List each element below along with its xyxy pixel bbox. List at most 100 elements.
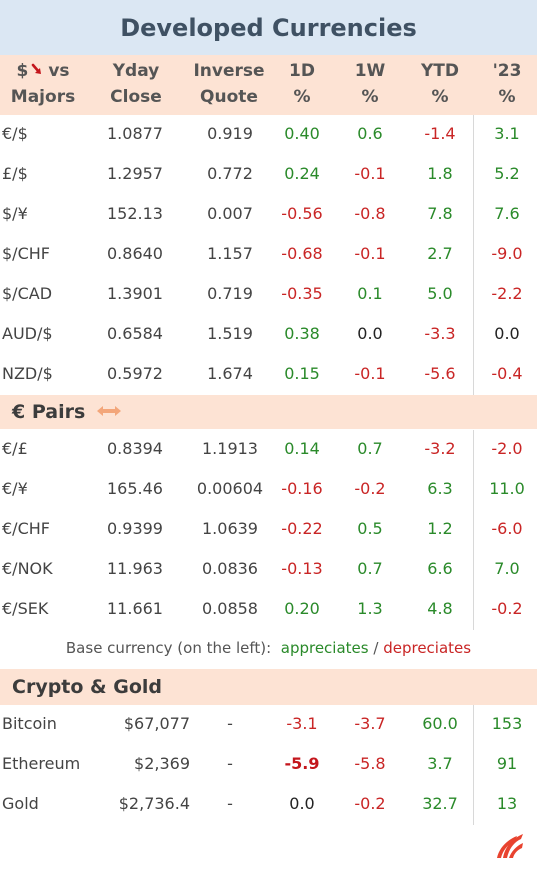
down-arrow-icon (32, 63, 42, 74)
page-title: Developed Currencies (120, 13, 417, 42)
cell-1w: -0.1 (354, 364, 386, 383)
row-label: €/CHF (2, 519, 50, 538)
cell-close: 152.13 (107, 204, 163, 223)
cell-23: 7.6 (494, 204, 520, 223)
cell-23: -6.0 (491, 519, 523, 538)
cell-inverse: 0.772 (207, 164, 253, 183)
cell-ytd: 5.0 (427, 284, 453, 303)
legend-appreciates: appreciates (280, 639, 369, 657)
cell-1w: 1.3 (357, 599, 383, 618)
cell-ytd: 32.7 (422, 794, 458, 813)
euro-pairs-header (0, 395, 537, 429)
cell-1w: -3.7 (354, 714, 386, 733)
cell-1d: 0.40 (284, 124, 320, 143)
cell-1d: 0.38 (284, 324, 320, 343)
cell-close: 1.0877 (107, 124, 163, 143)
cell-1d: 0.24 (284, 164, 320, 183)
row-label: £/$ (2, 164, 28, 183)
header-yday-close: Yday Close (110, 61, 162, 107)
cell-ytd: -3.2 (424, 439, 456, 458)
cell-1d: 0.15 (284, 364, 320, 383)
row-label: Bitcoin (2, 714, 57, 733)
cell-1d: -0.13 (281, 559, 323, 578)
cell-close: 0.8640 (107, 244, 163, 263)
row-label: €/SEK (2, 599, 49, 618)
cell-ytd: 1.2 (427, 519, 453, 538)
cell-1d: -0.16 (281, 479, 323, 498)
row-label: $/CAD (2, 284, 53, 303)
cell-ytd: -1.4 (424, 124, 456, 143)
cell-23: 3.1 (494, 124, 520, 143)
header-ytd: YTD% (420, 61, 460, 107)
cell-ytd: 60.0 (422, 714, 458, 733)
title-bar: Developed Currencies (0, 0, 537, 55)
cell-ytd: 1.8 (427, 164, 453, 183)
cell-23: 13 (496, 794, 518, 813)
cell-23: -0.4 (491, 364, 523, 383)
cell-inverse: 1.157 (207, 244, 253, 263)
row-label: €/£ (2, 439, 28, 458)
cell-inverse: 1.519 (207, 324, 253, 343)
cell-close: 11.963 (107, 559, 163, 578)
cell-inverse: 0.007 (207, 204, 253, 223)
cell-1w: 0.6 (357, 124, 383, 143)
row-label: €/NOK (2, 559, 53, 578)
cell-1d: 0.14 (284, 439, 320, 458)
cell-23: 5.2 (494, 164, 520, 183)
row-label: AUD/$ (2, 324, 53, 343)
cell-1d: -5.9 (284, 754, 320, 773)
header-inverse-quote: Inverse Quote (193, 61, 265, 107)
cell-1w: 0.5 (357, 519, 383, 538)
cell-23: 7.0 (494, 559, 520, 578)
cell-23: 0.0 (494, 324, 520, 343)
cell-1w: -0.2 (354, 794, 386, 813)
cell-1d: -0.68 (281, 244, 323, 263)
header-1w: 1W% (354, 61, 386, 107)
cell-1w: 0.7 (357, 559, 383, 578)
row-label: NZD/$ (2, 364, 53, 383)
cell-1d: -0.56 (281, 204, 323, 223)
cell-inverse: 0.00604 (196, 479, 264, 498)
cell-23: -0.2 (491, 599, 523, 618)
crypto-gold-header (0, 669, 537, 705)
cell-ytd: 6.3 (427, 479, 453, 498)
cell-close: 1.3901 (107, 284, 163, 303)
cell-inverse: 1.0639 (202, 519, 258, 538)
header-1d: 1D% (289, 61, 315, 107)
cell-1w: -0.8 (354, 204, 386, 223)
cell-inverse: - (227, 794, 233, 813)
cell-ytd: 3.7 (427, 754, 453, 773)
cell-close: $67,077 (123, 714, 190, 733)
cell-1w: -0.2 (354, 479, 386, 498)
cell-ytd: 4.8 (427, 599, 453, 618)
cell-23: 91 (496, 754, 518, 773)
row-label: $/¥ (2, 204, 28, 223)
cell-inverse: 0.0858 (202, 599, 258, 618)
cell-1d: 0.0 (289, 794, 315, 813)
cell-1w: -0.1 (354, 244, 386, 263)
cell-1w: 0.0 (357, 324, 383, 343)
table-header (0, 55, 537, 115)
cell-inverse: - (227, 754, 233, 773)
column-divider (473, 115, 474, 395)
euro-pairs-title: € Pairs (12, 395, 122, 429)
cell-1w: 0.1 (357, 284, 383, 303)
cell-close: 11.661 (107, 599, 163, 618)
legend-depreciates: depreciates (383, 639, 472, 657)
cell-1w: -0.1 (354, 164, 386, 183)
cell-close: 0.8394 (107, 439, 163, 458)
cell-ytd: 7.8 (427, 204, 453, 223)
cell-close: 165.46 (107, 479, 163, 498)
cell-close: $2,369 (134, 754, 190, 773)
cell-inverse: 0.0836 (202, 559, 258, 578)
row-label: €/$ (2, 124, 28, 143)
cell-inverse: 0.719 (207, 284, 253, 303)
color-legend: Base currency (on the left): appreciates… (65, 639, 472, 657)
column-divider (473, 705, 474, 825)
cell-1d: -0.22 (281, 519, 323, 538)
cell-1w: 0.7 (357, 439, 383, 458)
cell-close: 0.5972 (107, 364, 163, 383)
cell-1d: -0.35 (281, 284, 323, 303)
cell-1w: -5.8 (354, 754, 386, 773)
crypto-gold-title: Crypto & Gold (12, 676, 162, 698)
